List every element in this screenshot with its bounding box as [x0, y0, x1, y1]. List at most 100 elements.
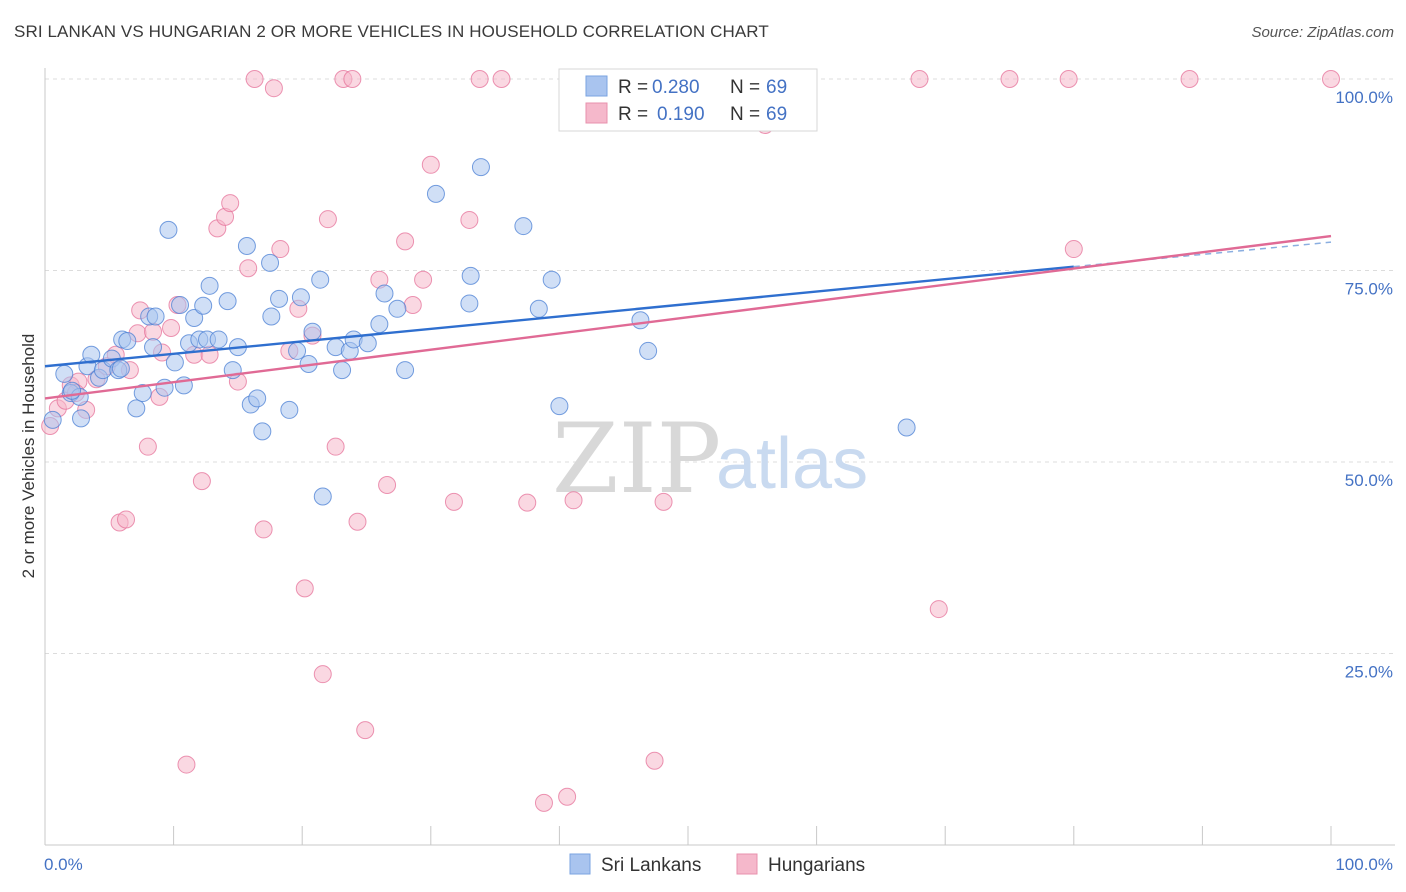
- sri-lankans-point: [313, 487, 332, 506]
- hungarians-point: [1064, 240, 1083, 259]
- x-tick-label-max: 100.0%: [1335, 855, 1393, 874]
- sri-lankans-point: [111, 359, 130, 378]
- watermark-atlas: atlas: [716, 424, 868, 504]
- legend-r-value-1: 0.280: [652, 77, 700, 98]
- legend-swatch-hungarians: [585, 102, 608, 124]
- sri-lankans-point: [897, 418, 916, 437]
- hungarians-point: [245, 70, 264, 88]
- sri-lankans-point: [43, 410, 62, 429]
- hungarians-point: [378, 475, 397, 494]
- hungarians-point: [414, 270, 433, 289]
- sri-lankans-point: [388, 299, 407, 318]
- sri-lankans-point: [200, 276, 219, 295]
- sri-lankans-point: [542, 270, 561, 289]
- trend-line-sri-lankans: [44, 265, 1074, 368]
- sri-lankans-point: [261, 253, 280, 272]
- legend-n-label-1: N =: [730, 77, 760, 98]
- sri-lankans-point: [303, 322, 322, 341]
- sri-lankans-point: [280, 400, 299, 419]
- sri-lankans-point: [159, 220, 178, 239]
- sri-lankans-point: [248, 389, 267, 408]
- sri-lankans-point: [461, 266, 480, 285]
- hungarians-point: [221, 194, 240, 213]
- hungarians-point: [492, 70, 511, 88]
- hungarians-point: [910, 70, 929, 88]
- hungarians-point: [162, 318, 181, 337]
- y-axis-label: 2 or more Vehicles in Household: [19, 334, 38, 579]
- bottom-legend-swatch-hungarians: [736, 853, 758, 875]
- y-tick-label: 75.0%: [1345, 280, 1393, 299]
- hungarians-point: [177, 755, 196, 774]
- legend-n-value-2: 69: [766, 104, 787, 125]
- hungarians-point: [117, 510, 136, 529]
- sri-lankans-point: [253, 422, 272, 441]
- hungarians-point: [264, 79, 283, 98]
- hungarians-point: [356, 721, 375, 740]
- sri-lankans-point: [209, 330, 228, 349]
- sri-lankans-point: [333, 361, 352, 380]
- sri-lankans-point: [237, 236, 256, 255]
- hungarians-point: [403, 295, 422, 314]
- sri-lankans-point: [631, 311, 650, 330]
- x-tick-label-min: 0.0%: [44, 855, 83, 874]
- hungarians-point: [534, 793, 553, 812]
- watermark: ZIP atlas: [552, 403, 868, 515]
- hungarians-point: [1059, 70, 1078, 88]
- sri-lankans-point: [72, 409, 91, 428]
- bottom-legend-label-hungarians: Hungarians: [768, 855, 865, 876]
- hungarians-point: [144, 322, 163, 341]
- hungarians-point: [645, 751, 664, 770]
- hungarians-point: [271, 240, 290, 259]
- hungarians-point: [1322, 70, 1340, 88]
- chart-title: SRI LANKAN VS HUNGARIAN 2 OR MORE VEHICL…: [14, 22, 769, 41]
- y-tick-label: 100.0%: [1335, 88, 1393, 107]
- sri-lankans-point: [311, 270, 330, 289]
- hungarians-point: [564, 491, 583, 510]
- legend-r-value-2: 0.190: [657, 104, 705, 125]
- sri-lankans-point: [460, 294, 479, 313]
- legend-swatch-sri-lankans: [585, 75, 608, 97]
- sri-lankans-point: [171, 295, 190, 314]
- trend-lines: [44, 234, 1332, 400]
- hungarians-point: [192, 472, 211, 491]
- sri-lankans-point: [165, 353, 184, 372]
- hungarians-point: [326, 437, 345, 456]
- hungarians-point: [295, 579, 314, 598]
- y-tick-label: 50.0%: [1345, 471, 1393, 490]
- sri-lankans-point: [370, 315, 389, 334]
- sri-lankans-point: [375, 284, 394, 303]
- legend-r-label-1: R =: [618, 77, 648, 98]
- hungarians-point: [444, 492, 463, 511]
- sri-lankans-point: [144, 338, 163, 357]
- y-tick-labels: 25.0% 50.0% 75.0% 100.0%: [1335, 88, 1393, 682]
- bottom-legend-label-sri-lankans: Sri Lankans: [601, 855, 701, 876]
- sri-lankans-point: [55, 364, 74, 383]
- sri-lankans-point: [396, 361, 415, 380]
- sri-lankans-point: [133, 384, 152, 403]
- sri-lankans-point: [550, 397, 569, 416]
- sri-lankans-point: [358, 334, 377, 353]
- hungarians-point: [1000, 70, 1019, 88]
- sri-lankans-point: [262, 307, 281, 326]
- hungarians-point: [396, 232, 415, 251]
- sri-lankans-point: [185, 308, 204, 327]
- legend-n-label-2: N =: [730, 104, 760, 125]
- hungarians-point: [558, 787, 577, 806]
- hungarians-point: [460, 210, 479, 229]
- sri-lankans-point: [194, 296, 213, 315]
- grid: [45, 78, 1395, 654]
- sri-lankans-point: [218, 292, 237, 311]
- sri-lankans-point: [127, 399, 146, 418]
- sri-lankans-point: [291, 288, 310, 307]
- bottom-legend-swatch-sri-lankans: [569, 853, 591, 875]
- sri-lankans-point: [529, 299, 548, 318]
- legend: R = 0.280 N = 69 R = 0.190 N = 69: [558, 68, 818, 132]
- hungarians-point: [348, 512, 367, 531]
- sri-lankans-point: [426, 184, 445, 203]
- sri-lankans-point: [146, 307, 165, 326]
- hungarians-point: [313, 665, 332, 684]
- y-tick-label: 25.0%: [1345, 663, 1393, 682]
- sri-lankans-point: [639, 341, 658, 360]
- trend-line-hungarians: [44, 234, 1332, 400]
